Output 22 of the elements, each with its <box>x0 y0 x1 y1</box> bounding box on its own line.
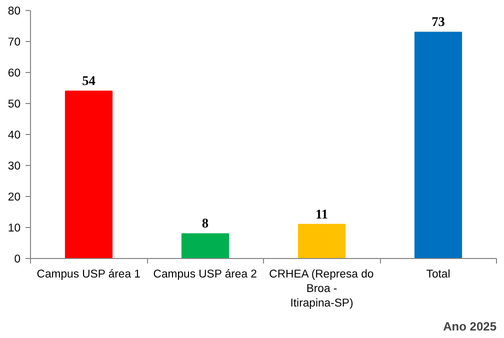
y-tick-label: 20 <box>8 192 21 204</box>
bar <box>298 224 346 258</box>
data-label: 73 <box>432 14 446 30</box>
y-tick-label: 30 <box>8 160 21 172</box>
y-tick-label: 40 <box>8 130 21 142</box>
data-label: 8 <box>202 216 209 231</box>
data-label: 11 <box>315 206 328 222</box>
text: Ano 2025 <box>443 320 497 334</box>
y-tick-label: 0 <box>14 254 21 266</box>
x-tick-label: Campus USP área 2 <box>153 268 257 280</box>
bar <box>414 32 462 258</box>
bar <box>181 233 230 258</box>
y-tick-label: 60 <box>8 68 21 80</box>
y-tick-label: 10 <box>8 222 21 234</box>
x-tick-label: Total <box>426 268 450 280</box>
y-tick-label: 50 <box>8 98 21 110</box>
bar <box>64 90 113 258</box>
y-tick-label: 80 <box>8 6 21 18</box>
data-label: 54 <box>82 73 96 88</box>
x-tick-label: CRHEA (Represa do Broa - Itirapina-SP) <box>269 268 374 310</box>
x-tick-label: Campus USP área 1 <box>36 268 140 280</box>
y-tick-label: 70 <box>8 36 21 48</box>
